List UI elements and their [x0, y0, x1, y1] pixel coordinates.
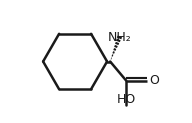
- Text: NH₂: NH₂: [108, 31, 132, 44]
- Text: HO: HO: [117, 93, 136, 106]
- Text: O: O: [149, 74, 159, 87]
